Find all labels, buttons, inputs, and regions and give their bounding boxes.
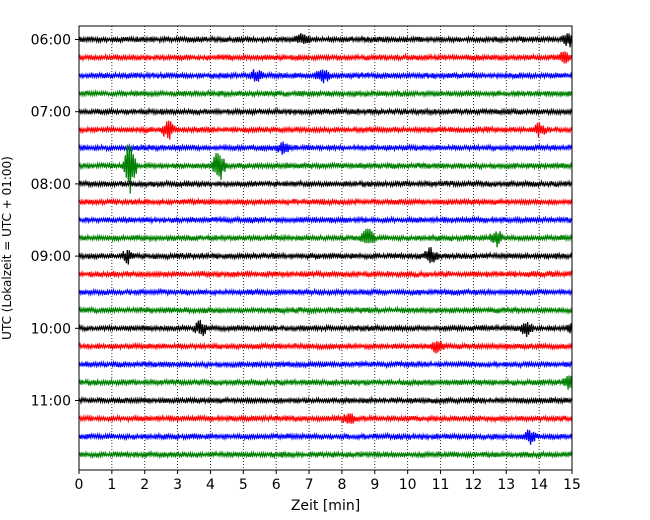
x-tick-label: 0 bbox=[75, 477, 84, 493]
y-axis-label: UTC (Lokalzeit = UTC + 01:00) bbox=[0, 156, 14, 340]
trace-0930 bbox=[78, 287, 573, 297]
y-tick-label: 11:00 bbox=[31, 394, 71, 410]
trace-0730 bbox=[78, 141, 573, 155]
trace-0800 bbox=[78, 178, 573, 189]
trace-0745 bbox=[78, 144, 573, 194]
trace-1115 bbox=[78, 413, 573, 424]
trace-0830 bbox=[78, 215, 573, 225]
x-tick-label: 6 bbox=[272, 477, 281, 493]
trace-0915 bbox=[78, 269, 573, 279]
x-tick-label: 12 bbox=[464, 477, 482, 493]
trace-0945 bbox=[78, 305, 573, 316]
trace-1000 bbox=[78, 319, 573, 338]
trace-0700 bbox=[78, 106, 573, 117]
y-tick-label: 09:00 bbox=[31, 249, 71, 265]
seismogram-traces bbox=[78, 33, 573, 460]
trace-0715 bbox=[78, 120, 573, 140]
trace-1030 bbox=[78, 359, 573, 370]
x-tick-label: 3 bbox=[173, 477, 182, 493]
trace-0645 bbox=[78, 88, 573, 99]
x-tick-label: 9 bbox=[370, 477, 379, 493]
x-axis-label: Zeit [min] bbox=[291, 498, 360, 514]
trace-1145 bbox=[78, 449, 573, 460]
x-tick-label: 1 bbox=[107, 477, 116, 493]
x-tick-label: 7 bbox=[305, 477, 314, 493]
x-tick-label: 4 bbox=[206, 477, 215, 493]
trace-0615 bbox=[78, 51, 573, 64]
x-tick-label: 8 bbox=[337, 477, 346, 493]
y-tick-label: 08:00 bbox=[31, 177, 71, 193]
x-tick-label: 14 bbox=[530, 477, 548, 493]
x-tick-label: 11 bbox=[432, 477, 450, 493]
y-tick-label: 06:00 bbox=[31, 33, 71, 49]
trace-1130 bbox=[78, 429, 573, 445]
x-tick-label: 5 bbox=[239, 477, 248, 493]
trace-1100 bbox=[78, 395, 573, 406]
y-tick-label: 10:00 bbox=[31, 321, 71, 337]
trace-1015 bbox=[78, 340, 573, 354]
trace-1045 bbox=[78, 375, 573, 390]
y-axis-ticks: 06:00 07:00 08:00 09:00 10:00 11:00 bbox=[31, 33, 79, 410]
y-tick-label: 07:00 bbox=[31, 105, 71, 121]
trace-0600 bbox=[78, 33, 573, 48]
trace-0845 bbox=[78, 228, 573, 248]
trace-0900 bbox=[78, 247, 573, 265]
x-tick-label: 2 bbox=[140, 477, 149, 493]
trace-0815 bbox=[78, 197, 573, 207]
x-tick-label: 13 bbox=[497, 477, 515, 493]
plot-frame bbox=[78, 25, 573, 471]
x-tick-label: 10 bbox=[399, 477, 417, 493]
x-tick-label: 15 bbox=[563, 477, 581, 493]
x-axis-ticks: 0 1 2 3 4 5 6 7 8 9 10 11 12 13 14 15 bbox=[75, 470, 581, 493]
vertical-grid bbox=[111, 26, 540, 470]
trace-0630 bbox=[78, 69, 573, 84]
